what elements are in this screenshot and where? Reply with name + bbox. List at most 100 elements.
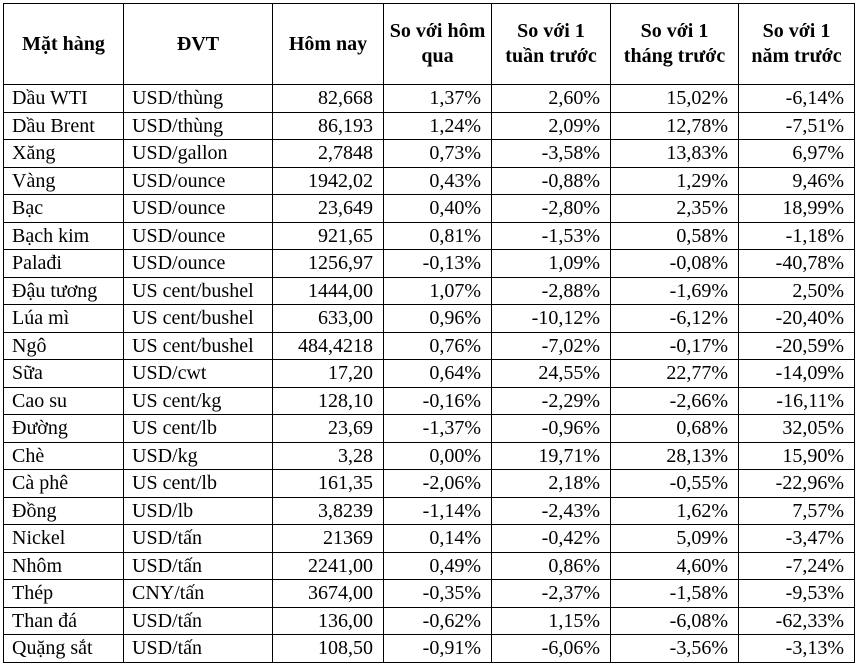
table-cell: -6,14% — [738, 84, 855, 113]
table-cell: 13,83% — [610, 139, 739, 168]
table-cell: 136,00 — [272, 606, 384, 635]
table-row: Vàng USD/ounce 1942,02 0,43% -0,88% 1,29% 9,46… — [3, 166, 855, 195]
table-cell: 21369 — [272, 524, 384, 553]
table-cell: -62,33% — [738, 606, 855, 635]
table-cell: -0,96% — [491, 414, 611, 443]
table-cell: USD/gallon — [123, 139, 273, 168]
table-cell: Nickel — [3, 524, 124, 553]
table-cell: 18,99% — [738, 194, 855, 223]
table-cell: USD/thùng — [123, 84, 273, 113]
table-cell: 0,73% — [383, 139, 492, 168]
table-row: Sữa USD/cwt 17,20 0,64% 24,55% 22,77% -14,09% — [3, 359, 855, 388]
table-cell: -7,51% — [738, 111, 855, 140]
table-cell: 15,90% — [738, 441, 855, 470]
table-cell: 2,50% — [738, 276, 855, 305]
table-cell: 1256,97 — [272, 249, 384, 278]
table-row: Nhôm USD/tấn 2241,00 0,49% 0,86% 4,60% -7,24% — [3, 551, 855, 580]
table-cell: 1444,00 — [272, 276, 384, 305]
table-cell: Bạch kim — [3, 221, 124, 250]
table-row: Dầu Brent USD/thùng 86,193 1,24% 2,09% 12,78%… — [3, 111, 855, 140]
table-cell: -1,18% — [738, 221, 855, 250]
table-cell: 7,57% — [738, 496, 855, 525]
table-cell: 3,28 — [272, 441, 384, 470]
table-cell: -16,11% — [738, 386, 855, 415]
table-cell: USD/tấn — [123, 551, 273, 580]
table-cell: 108,50 — [272, 634, 384, 663]
column-header: So với 1 tháng trước — [610, 3, 739, 85]
header-row: Mặt hàng ĐVT Hôm nay So với hôm qua So với 1… — [3, 3, 855, 85]
table-row: Quặng sắt USD/tấn 108,50 -0,91% -6,06% -3,56%… — [3, 634, 855, 663]
table-cell: US cent/lb — [123, 469, 273, 498]
table-cell: Chè — [3, 441, 124, 470]
table-cell: Vàng — [3, 166, 124, 195]
table-cell: Quặng sắt — [3, 634, 124, 663]
table-cell: 128,10 — [272, 386, 384, 415]
table-cell: USD/ounce — [123, 249, 273, 278]
table-cell: Dầu Brent — [3, 111, 124, 140]
table-cell: USD/lb — [123, 496, 273, 525]
table-cell: Bạc — [3, 194, 124, 223]
table-cell: 82,668 — [272, 84, 384, 113]
table-cell: -9,53% — [738, 579, 855, 608]
table-cell: 2,18% — [491, 469, 611, 498]
table-cell: 2241,00 — [272, 551, 384, 580]
table-cell: 1,29% — [610, 166, 739, 195]
table-row: Nickel USD/tấn 21369 0,14% -0,42% 5,09% -3,47% — [3, 524, 855, 553]
table-row: Than đá USD/tấn 136,00 -0,62% 1,15% -6,08% -62… — [3, 606, 855, 635]
table-cell: 0,58% — [610, 221, 739, 250]
table-cell: USD/cwt — [123, 359, 273, 388]
table-cell: US cent/bushel — [123, 331, 273, 360]
table-cell: -0,88% — [491, 166, 611, 195]
table-cell: 0,14% — [383, 524, 492, 553]
table-cell: -6,08% — [610, 606, 739, 635]
table-header: Mặt hàng ĐVT Hôm nay So với hôm qua So với 1… — [3, 3, 855, 85]
table-row: Ngô US cent/bushel 484,4218 0,76% -7,02% -0,1… — [3, 331, 855, 360]
table-cell: -2,80% — [491, 194, 611, 223]
table-cell: -0,91% — [383, 634, 492, 663]
table-cell: 0,96% — [383, 304, 492, 333]
table-cell: -0,55% — [610, 469, 739, 498]
table-cell: 3,8239 — [272, 496, 384, 525]
table-cell: -20,59% — [738, 331, 855, 360]
table-row: Lúa mì US cent/bushel 633,00 0,96% -10,12% -6… — [3, 304, 855, 333]
table-cell: 1,24% — [383, 111, 492, 140]
table-cell: 0,64% — [383, 359, 492, 388]
table-cell: -3,58% — [491, 139, 611, 168]
table-cell: Đồng — [3, 496, 124, 525]
table-cell: -1,14% — [383, 496, 492, 525]
table-cell: 32,05% — [738, 414, 855, 443]
table-row: Đường US cent/lb 23,69 -1,37% -0,96% 0,68% 32,… — [3, 414, 855, 443]
column-header: ĐVT — [123, 3, 273, 85]
table-cell: US cent/bushel — [123, 276, 273, 305]
table-cell: 0,40% — [383, 194, 492, 223]
column-header: So với hôm qua — [383, 3, 492, 85]
table-cell: Cao su — [3, 386, 124, 415]
table-cell: 0,68% — [610, 414, 739, 443]
table-cell: Đậu tương — [3, 276, 124, 305]
table-cell: -0,35% — [383, 579, 492, 608]
table-row: Cà phê US cent/lb 161,35 -2,06% 2,18% -0,55% -… — [3, 469, 855, 498]
table-row: Thép CNY/tấn 3674,00 -0,35% -2,37% -1,58% -9,5… — [3, 579, 855, 608]
table-cell: 23,649 — [272, 194, 384, 223]
table-cell: -2,43% — [491, 496, 611, 525]
table-cell: 6,97% — [738, 139, 855, 168]
table-cell: -0,16% — [383, 386, 492, 415]
table-cell: USD/ounce — [123, 194, 273, 223]
table-cell: 1,62% — [610, 496, 739, 525]
table-cell: -3,56% — [610, 634, 739, 663]
table-cell: -1,69% — [610, 276, 739, 305]
table-cell: Cà phê — [3, 469, 124, 498]
table-cell: -22,96% — [738, 469, 855, 498]
table-cell: 28,13% — [610, 441, 739, 470]
column-header: Hôm nay — [272, 3, 384, 85]
table-cell: 1,09% — [491, 249, 611, 278]
table-cell: Thép — [3, 579, 124, 608]
table-cell: -2,66% — [610, 386, 739, 415]
table-cell: -2,37% — [491, 579, 611, 608]
table-cell: 9,46% — [738, 166, 855, 195]
table-cell: US cent/lb — [123, 414, 273, 443]
table-row: Dầu WTI USD/thùng 82,668 1,37% 2,60% 15,02% -6… — [3, 84, 855, 113]
table-cell: Sữa — [3, 359, 124, 388]
table-cell: 0,00% — [383, 441, 492, 470]
table-row: Bạc USD/ounce 23,649 0,40% -2,80% 2,35% 18,99% — [3, 194, 855, 223]
